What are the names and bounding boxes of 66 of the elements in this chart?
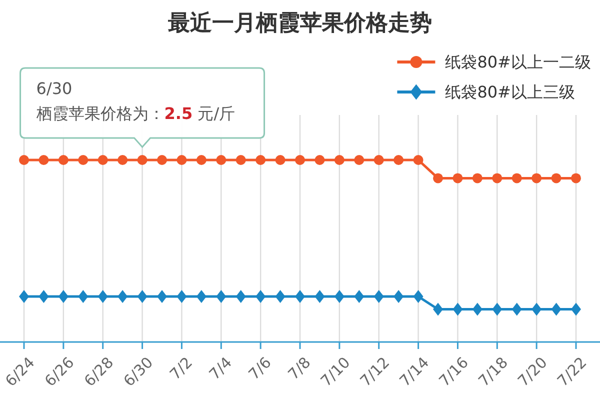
point xyxy=(452,173,463,184)
point xyxy=(137,155,148,165)
point xyxy=(78,290,88,303)
point xyxy=(98,155,108,165)
point xyxy=(157,155,167,165)
point xyxy=(354,290,364,303)
point xyxy=(275,290,286,303)
point xyxy=(354,155,364,165)
point xyxy=(374,155,384,165)
point xyxy=(78,155,88,165)
point xyxy=(374,290,384,303)
point xyxy=(157,290,167,303)
point xyxy=(236,155,246,165)
point xyxy=(452,302,463,316)
x-tick-label: 7/8 xyxy=(284,354,314,384)
annotation: 6/30 栖霞苹果价格为：2.5 元/斤 xyxy=(35,79,236,123)
x-tick-label: 7/4 xyxy=(206,354,236,384)
point xyxy=(551,173,562,184)
point xyxy=(19,290,29,303)
point xyxy=(394,290,404,303)
point xyxy=(413,155,424,165)
point xyxy=(571,302,581,316)
point xyxy=(295,290,305,303)
point xyxy=(334,290,344,303)
point xyxy=(571,173,581,184)
point xyxy=(394,155,404,165)
point xyxy=(433,302,443,316)
legend-label: 纸袋80#以上一二级 xyxy=(445,52,591,72)
point xyxy=(314,155,325,165)
point xyxy=(512,302,522,316)
point xyxy=(176,290,187,303)
point xyxy=(314,290,325,303)
point xyxy=(236,290,246,303)
point xyxy=(472,302,482,316)
point xyxy=(38,290,49,303)
legend-label: 纸袋80#以上三级 xyxy=(445,82,575,102)
point xyxy=(413,290,424,303)
point xyxy=(118,290,128,303)
point xyxy=(492,302,502,316)
point xyxy=(19,155,29,165)
point xyxy=(196,155,206,165)
point xyxy=(551,302,562,316)
point xyxy=(58,155,68,165)
point xyxy=(137,290,148,303)
point xyxy=(176,155,187,165)
point xyxy=(275,155,286,165)
point xyxy=(196,290,206,303)
x-tick-label: 7/6 xyxy=(245,354,275,384)
point xyxy=(256,155,266,165)
point xyxy=(295,155,305,165)
x-tick-label: 7/2 xyxy=(166,354,196,384)
point xyxy=(492,173,502,184)
point xyxy=(216,290,226,303)
point xyxy=(98,290,108,303)
point xyxy=(472,173,482,184)
point xyxy=(38,155,49,165)
point xyxy=(512,173,522,184)
point xyxy=(433,173,443,184)
point xyxy=(216,155,226,165)
point xyxy=(532,173,542,184)
point xyxy=(118,155,128,165)
chart-title: 最近一月栖霞苹果价格走势 xyxy=(167,11,432,36)
point xyxy=(532,302,542,316)
point xyxy=(334,155,344,165)
point xyxy=(58,290,68,303)
point xyxy=(256,290,266,303)
